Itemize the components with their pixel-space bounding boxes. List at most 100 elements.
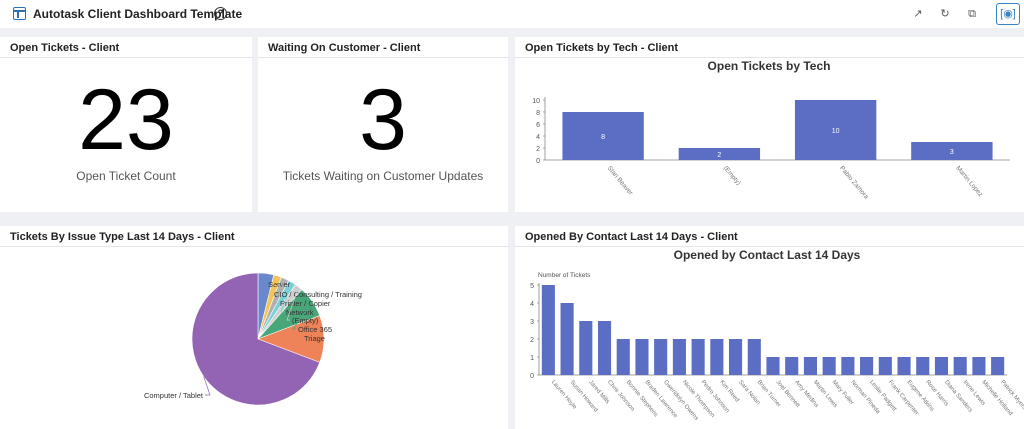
bar bbox=[541, 285, 555, 375]
open-tickets-panel: Open Tickets - Client 23 Open Ticket Cou… bbox=[0, 37, 252, 212]
bar bbox=[934, 357, 949, 375]
leader-line bbox=[203, 376, 211, 396]
divider bbox=[0, 57, 252, 58]
dashboard-title: Autotask Client Dashboard Template bbox=[33, 7, 243, 21]
divider bbox=[258, 57, 508, 58]
bar bbox=[678, 148, 761, 160]
divider bbox=[515, 57, 1024, 58]
opened-by-contact-panel: Opened By Contact Last 14 Days - Client … bbox=[515, 226, 1024, 429]
copy-icon[interactable]: ⧉ bbox=[968, 8, 976, 20]
x-tick-label: Martin Lopez bbox=[954, 165, 984, 198]
bar bbox=[803, 357, 817, 375]
bar bbox=[616, 339, 630, 375]
bar bbox=[672, 339, 686, 375]
focus-icon[interactable]: [◉] bbox=[996, 3, 1020, 25]
panel-title: Waiting On Customer - Client bbox=[268, 42, 421, 54]
help-circle-icon[interactable]: ? bbox=[214, 7, 227, 20]
bar bbox=[860, 357, 874, 375]
y-tick-label: 0 bbox=[530, 373, 534, 380]
slice-label: Computer / Tablet bbox=[144, 391, 204, 400]
y-tick-label: 4 bbox=[530, 301, 534, 308]
dashboard-header: Autotask Client Dashboard Template ? ↗ ↻… bbox=[0, 0, 1024, 28]
slice-label: Printer / Copier bbox=[280, 299, 331, 308]
bar bbox=[747, 339, 761, 375]
pie-slice bbox=[191, 272, 321, 406]
panel-title: Tickets By Issue Type Last 14 Days - Cli… bbox=[10, 231, 235, 243]
leader-line bbox=[262, 273, 267, 285]
panel-title: Opened By Contact Last 14 Days - Client bbox=[525, 231, 738, 243]
bar bbox=[729, 339, 743, 375]
y-tick-label: 3 bbox=[530, 319, 534, 326]
bar bbox=[785, 357, 799, 375]
panel-title: Open Tickets by Tech - Client bbox=[525, 42, 679, 54]
divider bbox=[515, 246, 1024, 247]
bar bbox=[916, 357, 930, 375]
share-icon[interactable]: ↗ bbox=[913, 8, 923, 20]
leader-line bbox=[268, 275, 278, 295]
bar bbox=[972, 357, 986, 375]
leader-line bbox=[280, 282, 293, 313]
bar bbox=[560, 303, 574, 375]
chart-title: Open Tickets by Tech bbox=[708, 59, 831, 73]
leader-line bbox=[274, 278, 286, 304]
data-label: 10 bbox=[832, 128, 840, 135]
data-label: 3 bbox=[950, 149, 954, 156]
leader-line bbox=[286, 286, 300, 321]
bar bbox=[953, 357, 967, 375]
slice-label: CIO / Consulting / Training bbox=[274, 290, 362, 299]
x-tick-label: Braden Lawrence bbox=[643, 379, 678, 419]
leader-line bbox=[298, 337, 325, 340]
x-tick-label: Stan Beaver bbox=[606, 165, 635, 198]
bar bbox=[766, 357, 780, 375]
y-tick-label: 0 bbox=[536, 158, 540, 165]
bar bbox=[822, 357, 836, 375]
opened-by-contact-chart: Opened by Contact Last 14 Days Number of … bbox=[530, 248, 1024, 422]
bar bbox=[562, 112, 644, 160]
metric-caption: Open Ticket Count bbox=[76, 169, 176, 183]
x-tick-label: Gwendolyn Owens bbox=[662, 379, 699, 421]
divider bbox=[0, 246, 508, 247]
chart-title: Opened by Contact Last 14 Days bbox=[674, 248, 861, 262]
slice-label: Office 365 bbox=[298, 325, 332, 334]
y-tick-label: 2 bbox=[536, 146, 540, 153]
y-tick-label: 5 bbox=[530, 283, 534, 290]
y-axis-title: Number of Tickets bbox=[538, 272, 591, 279]
y-tick-label: 1 bbox=[530, 355, 534, 362]
bar bbox=[991, 357, 1005, 375]
bar bbox=[841, 357, 855, 375]
x-tick-label: (Empty) bbox=[722, 165, 742, 187]
bar bbox=[878, 357, 892, 375]
slice-label: (Empty) bbox=[292, 316, 319, 325]
refresh-icon[interactable]: ↻ bbox=[940, 8, 950, 20]
x-tick-label: Pablo Zamora bbox=[838, 165, 870, 201]
data-label: 8 bbox=[601, 134, 605, 141]
slice-label: Server bbox=[268, 280, 291, 289]
bar bbox=[794, 100, 877, 160]
dashboard-icon bbox=[13, 7, 26, 20]
bar bbox=[597, 321, 612, 375]
tickets-by-tech-chart: Open Tickets by Tech 0 2 4 6 8 10 8 Stan Beaver 2… bbox=[532, 59, 1010, 201]
tickets-by-tech-panel: Open Tickets by Tech - Client Open Ticke… bbox=[515, 37, 1024, 212]
data-label: 2 bbox=[717, 152, 721, 159]
bar bbox=[911, 142, 993, 160]
leader-line bbox=[292, 301, 313, 330]
slice-label: Triage bbox=[304, 334, 325, 343]
panel-title: Open Tickets - Client bbox=[10, 42, 120, 54]
bar bbox=[635, 339, 649, 375]
slice-label: Network bbox=[286, 308, 314, 317]
waiting-count: 3 bbox=[359, 72, 407, 168]
bar bbox=[579, 321, 593, 375]
bar bbox=[654, 339, 668, 375]
bar bbox=[897, 357, 911, 375]
y-tick-label: 2 bbox=[530, 337, 534, 344]
y-tick-label: 8 bbox=[536, 110, 540, 117]
y-tick-label: 4 bbox=[536, 134, 540, 141]
issue-type-panel: Tickets By Issue Type Last 14 Days - Cli… bbox=[0, 226, 508, 429]
open-ticket-count: 23 bbox=[78, 72, 174, 168]
bar bbox=[710, 339, 724, 375]
metric-caption: Tickets Waiting on Customer Updates bbox=[282, 169, 484, 183]
waiting-on-customer-panel: Waiting On Customer - Client 3 Tickets W… bbox=[258, 37, 508, 212]
y-tick-label: 10 bbox=[532, 98, 540, 105]
bar bbox=[691, 339, 705, 375]
